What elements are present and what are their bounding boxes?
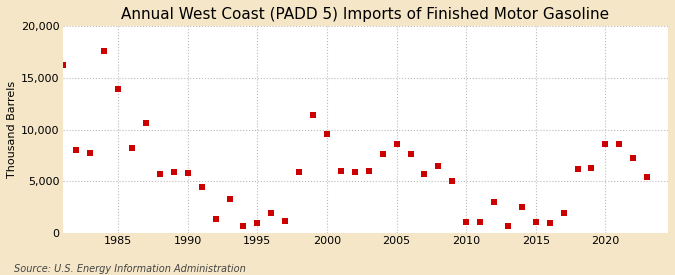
Point [516, 205, 527, 210]
Point [294, 170, 304, 174]
Point [99, 49, 109, 53]
Point [433, 164, 443, 168]
Point [572, 167, 583, 171]
Point [196, 185, 207, 189]
Point [224, 197, 235, 201]
Point [614, 142, 625, 146]
Point [558, 210, 569, 215]
Point [600, 142, 611, 146]
Point [127, 146, 138, 150]
Point [628, 155, 639, 160]
Point [419, 172, 430, 176]
Point [531, 220, 541, 224]
Point [266, 210, 277, 215]
Point [461, 220, 472, 224]
Point [377, 152, 388, 157]
Title: Annual West Coast (PADD 5) Imports of Finished Motor Gasoline: Annual West Coast (PADD 5) Imports of Fi… [122, 7, 610, 22]
Point [71, 148, 82, 153]
Point [308, 113, 319, 117]
Point [252, 221, 263, 225]
Point [586, 166, 597, 170]
Y-axis label: Thousand Barrels: Thousand Barrels [7, 81, 17, 178]
Point [182, 171, 193, 175]
Point [642, 175, 653, 180]
Point [85, 151, 96, 156]
Point [57, 63, 68, 67]
Point [210, 216, 221, 221]
Point [140, 121, 151, 126]
Point [475, 220, 485, 224]
Point [363, 169, 374, 173]
Point [335, 169, 346, 173]
Point [280, 219, 291, 223]
Point [113, 87, 124, 91]
Point [405, 152, 416, 157]
Point [350, 170, 360, 174]
Point [489, 200, 500, 204]
Point [238, 224, 249, 228]
Point [503, 224, 514, 228]
Point [447, 179, 458, 184]
Point [155, 172, 165, 176]
Point [169, 170, 180, 174]
Point [321, 131, 332, 136]
Text: Source: U.S. Energy Information Administration: Source: U.S. Energy Information Administ… [14, 264, 245, 274]
Point [544, 221, 555, 225]
Point [392, 142, 402, 146]
